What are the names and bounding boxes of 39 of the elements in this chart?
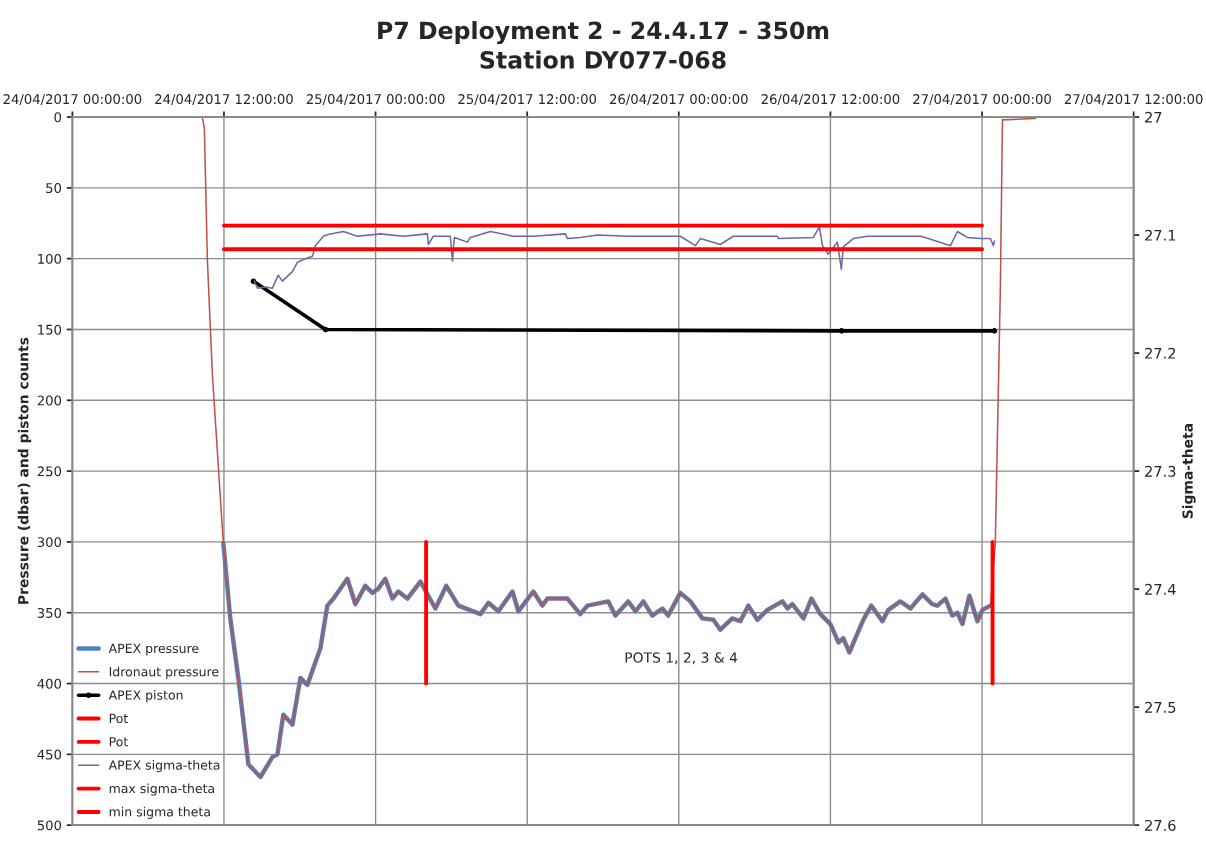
y2-tick-label: 27.6 <box>1145 819 1176 831</box>
y-tick-label: 200 <box>37 395 62 406</box>
annotation: POTS 1, 2, 3 & 4 <box>625 652 738 665</box>
x-tick-label: 27/04/2017 00:00:00 <box>913 94 1051 106</box>
x-tick-label: 24/04/2017 12:00:00 <box>155 94 293 106</box>
legend-label: Idronaut pressure <box>109 666 219 679</box>
chart-subtitle: Station DY077-068 <box>480 50 726 69</box>
y-tick-label: 50 <box>46 183 62 194</box>
x-tick-label: 26/04/2017 00:00:00 <box>610 94 748 106</box>
x-tick-label: 27/04/2017 12:00:00 <box>1064 94 1203 106</box>
y-tick-label: 450 <box>37 749 62 760</box>
y2-tick-label: 27.4 <box>1145 583 1176 595</box>
y2-tick-label: 27.2 <box>1145 347 1176 359</box>
y2-tick-label: 27.1 <box>1145 229 1176 241</box>
x-tick-label: 25/04/2017 00:00:00 <box>306 94 445 106</box>
y-tick-label: 250 <box>37 466 62 477</box>
y-tick-label: 150 <box>38 324 62 335</box>
legend-label: max sigma-theta <box>109 783 215 796</box>
y2-tick-label: 27.3 <box>1145 465 1176 477</box>
y-tick-label: 100 <box>38 253 62 264</box>
x-tick-label: 26/04/2017 12:00:00 <box>761 94 900 106</box>
y2-axis-title: Sigma-theta <box>1182 424 1196 519</box>
legend-label: Pot <box>109 713 128 724</box>
y-tick-label: 500 <box>37 820 62 831</box>
legend-label: min sigma theta <box>109 806 210 819</box>
chart-title: P7 Deployment 2 - 24.4.17 - 350m <box>378 21 829 45</box>
y-tick-label: 350 <box>37 607 62 618</box>
y2-tick-label: 27 <box>1145 111 1162 123</box>
x-tick-label: 25/04/2017 12:00:00 <box>458 94 597 106</box>
y2-tick-label: 27.5 <box>1145 701 1176 713</box>
legend-label: Pot <box>109 737 128 747</box>
legend-label: APEX piston <box>108 690 183 703</box>
y-axis-title: Pressure (dbar) and piston counts <box>17 337 32 604</box>
legend-label: APEX pressure <box>108 643 199 656</box>
y-tick-label: 0 <box>54 112 62 123</box>
y-tick-label: 400 <box>37 678 62 689</box>
y-tick-label: 300 <box>37 537 62 548</box>
x-tick-label: 24/04/2017 00:00:00 <box>3 94 142 106</box>
legend-label: APEX sigma-theta <box>108 760 220 773</box>
